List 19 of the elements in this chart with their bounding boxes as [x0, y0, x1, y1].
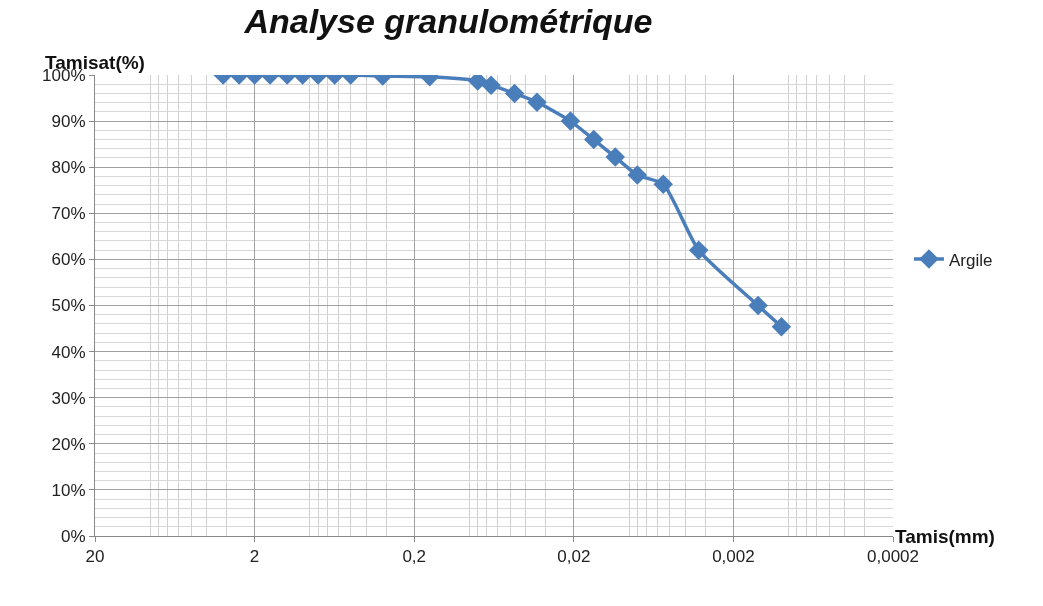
- x-tick-label: 20: [85, 547, 105, 567]
- legend-label: Argile: [948, 250, 993, 270]
- y-tick-label: 60%: [51, 250, 86, 270]
- x-tick-label: 0,02: [557, 547, 591, 567]
- x-axis-title: Tamis(mm): [895, 526, 995, 547]
- y-tick-label: 50%: [51, 296, 86, 316]
- y-tick-label: 0%: [61, 526, 86, 546]
- x-tick-label: 2: [249, 547, 260, 567]
- y-tick-label: 40%: [51, 342, 86, 362]
- y-tick-label: 70%: [51, 204, 86, 224]
- chart-title: Analyse granulométrique: [243, 1, 653, 40]
- y-tick-label: 10%: [51, 480, 86, 500]
- x-tick-label: 0,002: [712, 547, 755, 567]
- y-tick-label: 80%: [51, 158, 86, 178]
- y-tick-label: 90%: [51, 112, 86, 132]
- x-tick-label: 0,2: [402, 547, 427, 567]
- y-tick-label: 20%: [51, 434, 86, 454]
- x-tick-label: 0,0002: [867, 547, 919, 567]
- y-tick-label: 30%: [51, 388, 86, 408]
